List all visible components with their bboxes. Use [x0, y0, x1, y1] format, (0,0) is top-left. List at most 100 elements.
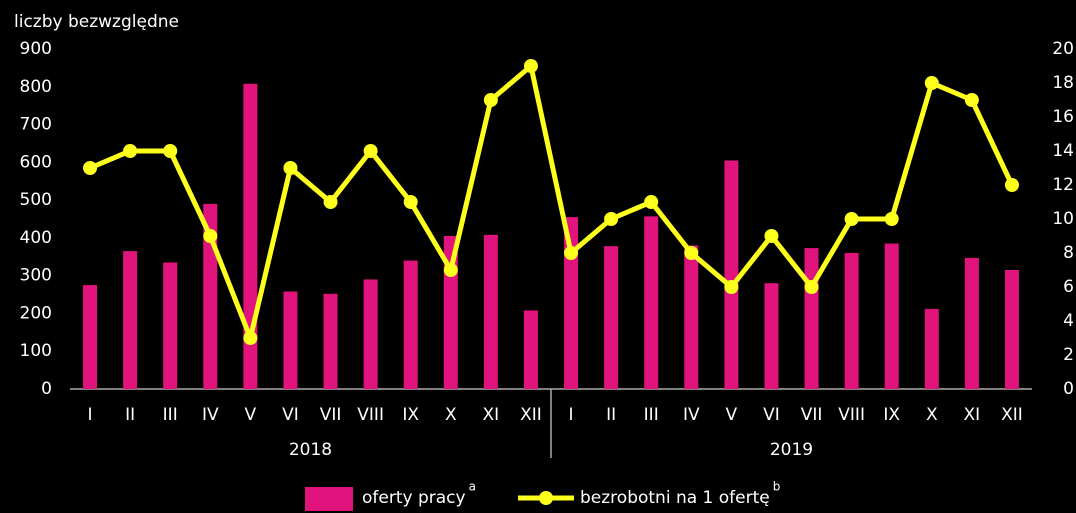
legend-swatch [305, 487, 353, 511]
bar [523, 310, 538, 389]
line-marker [323, 195, 338, 209]
line-marker [243, 331, 258, 345]
x-tick-label: V [726, 405, 738, 425]
legend-superscript: a [469, 480, 476, 494]
x-tick-label: VII [801, 405, 823, 425]
legend-label: oferty pracy [362, 488, 466, 508]
y-tick-label: 700 [20, 115, 52, 135]
line-marker [523, 59, 538, 73]
y-tick-label: 300 [20, 266, 52, 286]
x-tick-label: XII [520, 405, 542, 425]
bar [964, 257, 979, 389]
y-tick-label: 900 [20, 39, 52, 59]
line-marker [964, 93, 979, 107]
x-tick-label: VI [763, 405, 780, 425]
x-tick-label: XI [964, 405, 981, 425]
group-label: 2018 [289, 440, 332, 460]
line-marker [724, 280, 739, 294]
x-tick-label: VII [320, 405, 342, 425]
bar [724, 160, 739, 389]
line-marker [924, 76, 939, 90]
line-marker [283, 161, 298, 175]
y2-tick-label: 12 [1052, 175, 1074, 195]
line-marker [483, 93, 498, 107]
y2-tick-label: 10 [1052, 209, 1074, 229]
bar [764, 283, 779, 389]
y2-tick-label: 20 [1052, 39, 1074, 59]
y-tick-label: 600 [20, 152, 52, 172]
x-tick-label: II [125, 405, 135, 425]
x-tick-label: X [445, 405, 457, 425]
bar [604, 246, 619, 389]
line-marker [884, 212, 899, 226]
y-tick-label: 800 [20, 77, 52, 97]
x-tick-label: XII [1001, 405, 1023, 425]
bar [483, 234, 498, 389]
x-tick-label: IX [883, 405, 900, 425]
y2-tick-label: 14 [1052, 141, 1074, 161]
x-tick-label: XI [483, 405, 500, 425]
x-tick-label: I [569, 405, 574, 425]
bar [363, 279, 378, 389]
y-axis-label: liczby bezwzględne [14, 12, 179, 32]
y2-tick-label: 0 [1063, 379, 1074, 399]
line-marker [443, 263, 458, 277]
line-marker [604, 212, 619, 226]
line [89, 63, 1015, 341]
bar [163, 262, 178, 389]
y-tick-label: 500 [20, 190, 52, 210]
x-tick-label: IV [202, 405, 219, 425]
y-tick-label: 400 [20, 228, 52, 248]
x-tick-label: VIII [838, 405, 865, 425]
x-tick-label: VI [282, 405, 299, 425]
y2-tick-label: 6 [1063, 277, 1074, 297]
line-marker [83, 161, 98, 175]
bar [924, 308, 939, 389]
line-marker [1004, 178, 1019, 192]
y2-tick-label: 8 [1063, 243, 1074, 263]
y-tick-label: 200 [20, 303, 52, 323]
x-tick-label: III [644, 405, 659, 425]
line-marker [684, 246, 699, 260]
legend-superscript: b [773, 480, 781, 494]
line-marker [764, 229, 779, 243]
bar [123, 251, 138, 389]
bar [804, 248, 819, 389]
y-tick-label: 100 [20, 341, 52, 361]
line-marker [644, 195, 659, 209]
bar [283, 291, 298, 389]
bar [684, 245, 699, 389]
bar [644, 216, 659, 389]
bar [844, 253, 859, 389]
y2-tick-label: 18 [1052, 73, 1074, 93]
line-marker [203, 229, 218, 243]
y2-tick-label: 2 [1063, 345, 1074, 365]
x-tick-label: IX [402, 405, 419, 425]
bar [564, 217, 579, 389]
line-marker [564, 246, 579, 260]
x-tick-label: II [606, 405, 616, 425]
x-tick-label: V [245, 405, 257, 425]
bar [1004, 270, 1019, 389]
legend-marker [539, 491, 553, 505]
x-tick-label: I [88, 405, 93, 425]
bar [403, 260, 418, 389]
bar [884, 243, 899, 389]
line-marker [163, 144, 178, 158]
line-marker [403, 195, 418, 209]
x-tick-label: III [163, 405, 178, 425]
bar [83, 285, 98, 389]
line-marker [363, 144, 378, 158]
x-tick-label: IV [683, 405, 700, 425]
group-label: 2019 [770, 440, 813, 460]
legend-label: bezrobotni na 1 ofertę [580, 488, 770, 508]
y-tick-label: 0 [41, 379, 52, 399]
y2-tick-label: 16 [1052, 107, 1074, 127]
x-tick-label: VIII [357, 405, 384, 425]
bar [323, 293, 338, 389]
line-marker [844, 212, 859, 226]
y2-tick-label: 4 [1063, 311, 1074, 331]
x-tick-label: X [926, 405, 938, 425]
line-marker [804, 280, 819, 294]
